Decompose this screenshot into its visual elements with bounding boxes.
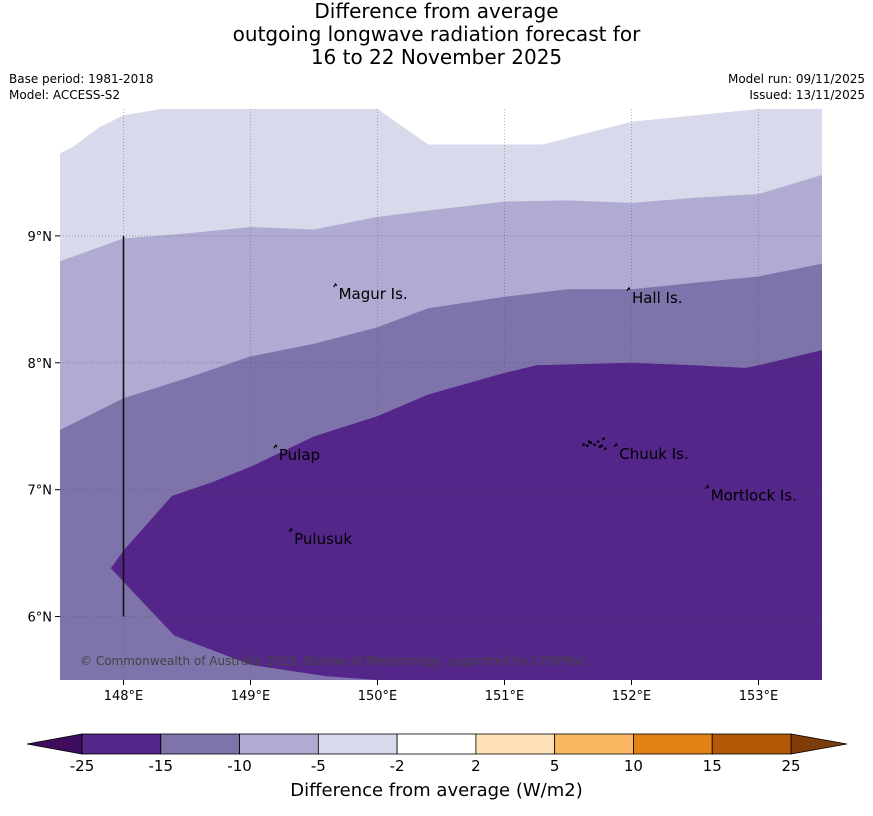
colorbar-segment (396, 733, 477, 755)
lat-tick-label: 6°N (28, 611, 53, 626)
title-line-3: 16 to 22 November 2025 (310, 45, 563, 69)
colorbar-segment (239, 733, 319, 755)
colorbar-segment (633, 733, 713, 755)
lon-tick-label: 153°E (739, 689, 779, 704)
chart-title: Difference from average outgoing longwav… (0, 0, 873, 69)
colorbar-segment (711, 733, 792, 755)
colorbar-tick-label: 5 (550, 757, 560, 775)
lon-tick-label: 151°E (485, 689, 525, 704)
place-label: Mortlock Is. (711, 487, 797, 505)
chuuk-islet-marker (596, 440, 600, 444)
colorbar-tick-label: 25 (781, 757, 800, 775)
place-label: Pulap (279, 446, 320, 464)
island-marker (288, 527, 293, 533)
chuuk-islet-marker (585, 444, 589, 448)
colorbar-under-arrow (26, 733, 83, 755)
meta-right: Model run: 09/11/2025 Issued: 13/11/2025 (728, 71, 865, 103)
colorbar-segment (81, 733, 162, 755)
chuuk-islet-marker (598, 445, 602, 449)
colorbar-tick-label: 10 (624, 757, 643, 775)
colorbar-title: Difference from average (W/m2) (290, 780, 583, 801)
contour-region-4 (110, 350, 822, 680)
colorbar-tick-label: -10 (227, 757, 252, 775)
colorbar-tick-label: -2 (390, 757, 405, 775)
colorbar-segment (160, 733, 240, 755)
island-marker (613, 442, 618, 448)
lat-tick-label: 8°N (28, 357, 53, 372)
colorbar-segment (475, 733, 556, 755)
model-label: Model: ACCESS-S2 (9, 88, 121, 102)
base-period-label: Base period: 1981-2018 (9, 72, 154, 86)
island-marker (273, 443, 278, 449)
lon-tick-label: 150°E (358, 689, 398, 704)
chuuk-islet-marker (603, 447, 607, 451)
lat-tick-label: 9°N (28, 230, 53, 245)
title-line-2: outgoing longwave radiation forecast for (232, 22, 641, 46)
island-marker (626, 286, 631, 292)
lon-tick-label: 148°E (104, 689, 144, 704)
lon-tick-label: 149°E (231, 689, 271, 704)
copyright-text: © Commonwealth of Australia 2025, Bureau… (80, 654, 585, 668)
colorbar-tick-label: 15 (703, 757, 722, 775)
colorbar: -25 -15 -10 -5 -2 2 5 10 15 25 (26, 733, 848, 775)
meta-left: Base period: 1981-2018 Model: ACCESS-S2 (9, 71, 154, 103)
chuuk-islet-marker (602, 437, 605, 441)
island-marker (705, 484, 710, 490)
colorbar-tick-label: -5 (311, 757, 326, 775)
colorbar-segment (554, 733, 634, 755)
chuuk-islet-marker (593, 443, 596, 447)
place-label: Hall Is. (632, 289, 683, 307)
colorbar-segment (317, 733, 398, 755)
colorbar-tick-label: -25 (70, 757, 95, 775)
map-plot-area: Magur Is. Hall Is. Pulap Chuuk Is. Mortlock … (60, 109, 822, 680)
place-label: Magur Is. (339, 285, 408, 303)
colorbar-tick-label: 2 (471, 757, 481, 775)
title-line-1: Difference from average (314, 0, 559, 23)
lon-tick-label: 152°E (612, 689, 652, 704)
island-marker (333, 282, 338, 288)
chuuk-islet-marker (587, 440, 591, 444)
colorbar-over-arrow (790, 733, 848, 755)
lat-tick-label: 7°N (28, 484, 53, 499)
place-label: Chuuk Is. (619, 445, 688, 463)
issued-label: Issued: 13/11/2025 (749, 88, 865, 102)
chuuk-islet-marker (582, 443, 585, 447)
place-label: Pulusuk (294, 530, 352, 548)
model-run-label: Model run: 09/11/2025 (727, 72, 865, 86)
colorbar-tick-label: -15 (149, 757, 174, 775)
